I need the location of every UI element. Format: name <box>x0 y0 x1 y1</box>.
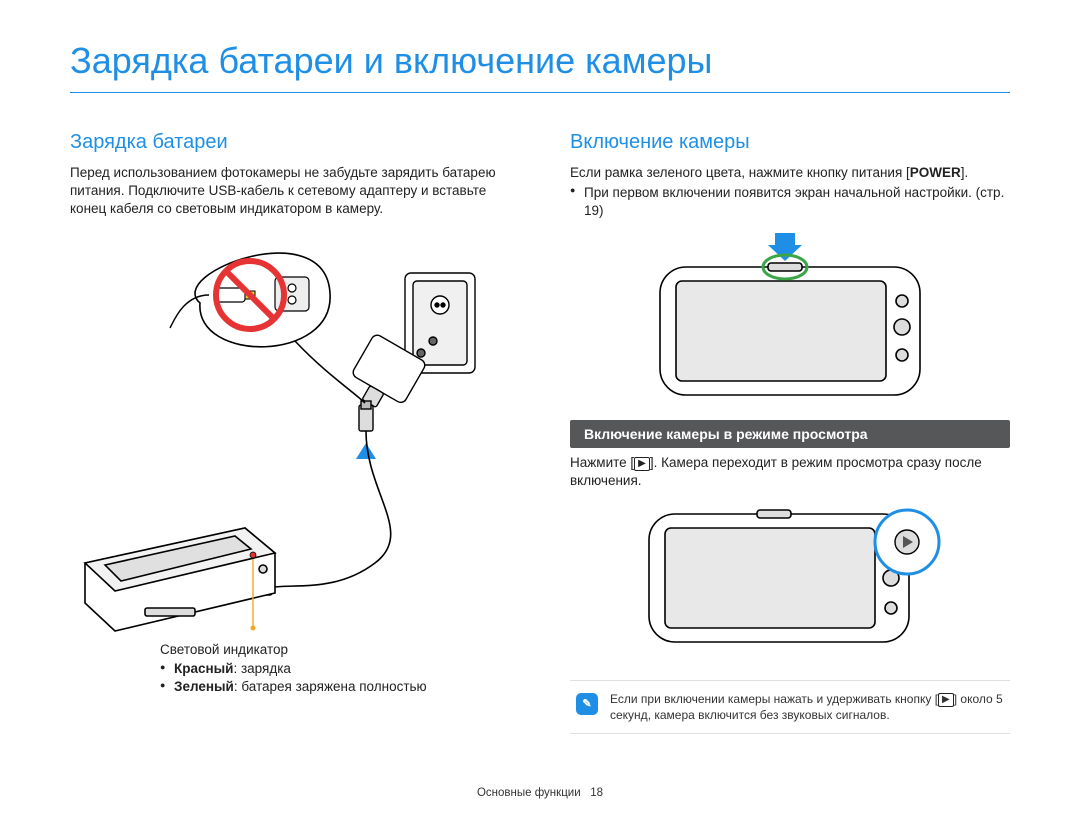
power-before: Если рамка зеленого цвета, нажмите кнопк… <box>570 165 910 180</box>
page: Зарядка батареи и включение камеры Заряд… <box>0 0 1080 815</box>
indicator-red: Красный: зарядка <box>160 660 510 678</box>
playback-highlight <box>875 510 939 574</box>
columns: Зарядка батареи Перед использованием фот… <box>70 131 1010 734</box>
footer-section: Основные функции <box>477 787 581 799</box>
right-column: Включение камеры Если рамка зеленого цве… <box>570 131 1010 734</box>
camera-top-illustration <box>570 227 1010 402</box>
red-label: Красный <box>174 661 233 676</box>
camera-bottom-illustration <box>570 500 1010 660</box>
playback-before: Нажмите [ <box>570 455 634 470</box>
footer: Основные функции 18 <box>0 787 1080 799</box>
arrow-up-icon <box>356 443 376 459</box>
note-before: Если при включении камеры нажать и удерж… <box>610 692 938 706</box>
note-box: ✎ Если при включении камеры нажать и уде… <box>570 680 1010 734</box>
playback-icon: ▶ <box>634 457 650 471</box>
note-text: Если при включении камеры нажать и удерж… <box>610 691 1004 723</box>
right-para1: Если рамка зеленого цвета, нажмите кнопк… <box>570 164 1010 182</box>
indicator-green: Зеленый: батарея заряжена полностью <box>160 678 510 696</box>
left-paragraph: Перед использованием фотокамеры не забуд… <box>70 164 510 219</box>
power-word: POWER <box>910 165 961 180</box>
page-title: Зарядка батареи и включение камеры <box>70 40 1010 93</box>
note-icon: ✎ <box>576 693 598 715</box>
playback-icon-small: ▶ <box>938 693 954 707</box>
power-after: ]. <box>961 165 969 180</box>
playback-para: Нажмите [▶]. Камера переходит в режим пр… <box>570 454 1010 490</box>
left-heading: Зарядка батареи <box>70 131 510 154</box>
green-text: : батарея заряжена полностью <box>234 679 427 694</box>
right-bullet: При первом включении появится экран нача… <box>570 184 1010 220</box>
indicator-title: Световой индикатор <box>160 641 510 660</box>
indicator-block: Световой индикатор Красный: зарядка Зеле… <box>160 641 510 696</box>
left-column: Зарядка батареи Перед использованием фот… <box>70 131 510 734</box>
footer-page: 18 <box>590 787 603 799</box>
green-label: Зеленый <box>174 679 234 694</box>
charging-illustration <box>70 233 510 633</box>
playback-banner: Включение камеры в режиме просмотра <box>570 420 1010 448</box>
prohibit-callout <box>170 253 365 403</box>
right-heading: Включение камеры <box>570 131 1010 154</box>
red-text: : зарядка <box>233 661 290 676</box>
